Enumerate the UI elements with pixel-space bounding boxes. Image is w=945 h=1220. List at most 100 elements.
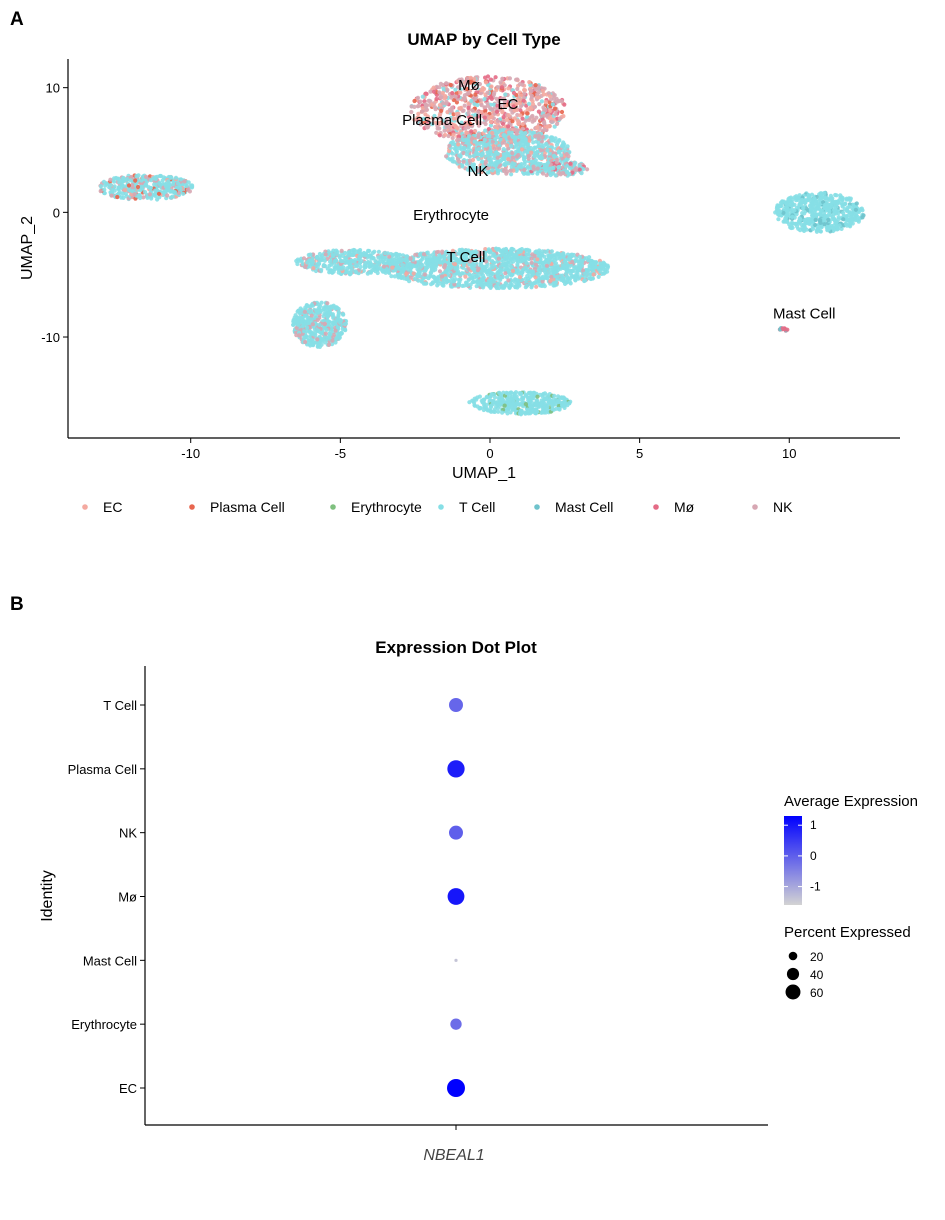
umap-point	[451, 279, 457, 284]
umap-point	[465, 149, 470, 154]
umap-point	[423, 102, 429, 107]
umap-point	[505, 117, 510, 122]
umap-point	[466, 139, 471, 144]
umap-point	[439, 108, 444, 113]
umap-point	[588, 276, 593, 281]
umap-point	[543, 249, 548, 254]
umap-point	[415, 95, 421, 100]
umap-point	[443, 250, 448, 255]
umap-point	[358, 255, 363, 260]
umap-point	[489, 263, 494, 268]
umap-point	[424, 257, 429, 262]
umap-point	[499, 85, 505, 90]
umap-point	[429, 258, 434, 263]
umap-point	[186, 187, 191, 192]
umap-point	[555, 121, 560, 126]
umap-point	[501, 152, 506, 157]
umap-point	[466, 134, 471, 139]
umap-point	[451, 256, 456, 261]
umap-point	[478, 91, 484, 96]
umap-point	[450, 122, 455, 127]
umap-point	[310, 322, 315, 327]
umap-point	[541, 92, 546, 97]
umap-point	[560, 396, 565, 401]
umap-point	[577, 254, 583, 260]
umap-point	[363, 253, 368, 258]
umap-point	[439, 274, 444, 279]
umap-point	[455, 138, 460, 143]
umap-point	[487, 249, 492, 254]
umap-point	[547, 170, 552, 176]
umap-point	[530, 396, 535, 401]
umap-point	[311, 266, 316, 271]
umap-point	[484, 395, 489, 400]
umap-point	[345, 266, 350, 271]
umap-point	[511, 104, 516, 109]
umap-point	[522, 88, 528, 93]
umap-point	[535, 257, 540, 262]
umap-point	[554, 406, 559, 411]
umap-point	[333, 340, 338, 345]
umap-point	[472, 101, 477, 106]
umap-point	[558, 273, 563, 278]
umap-point	[561, 140, 566, 145]
umap-point	[539, 402, 544, 407]
umap-point	[557, 170, 562, 176]
umap-point	[409, 109, 414, 115]
umap-point	[476, 253, 481, 258]
umap-point	[498, 275, 503, 280]
umap-point	[543, 100, 549, 105]
umap-point	[332, 265, 337, 270]
umap-point	[479, 153, 484, 158]
umap-point	[397, 252, 402, 257]
umap-point	[536, 276, 541, 281]
umap-point	[447, 107, 452, 112]
umap-point	[449, 95, 454, 100]
umap-point	[322, 258, 327, 263]
umap-point	[322, 322, 327, 327]
umap-point	[495, 155, 500, 160]
umap-point	[568, 161, 573, 166]
umap-point	[553, 261, 559, 266]
umap-point	[182, 179, 187, 184]
umap-point	[457, 77, 462, 82]
umap-point	[485, 90, 490, 95]
umap-point	[313, 312, 318, 317]
umap-point	[462, 103, 467, 108]
umap-point	[392, 274, 397, 279]
umap-point	[573, 167, 578, 172]
umap-point	[482, 265, 487, 271]
umap-point	[502, 133, 507, 138]
umap-point	[498, 137, 503, 142]
umap-point	[591, 272, 596, 277]
umap-point	[186, 180, 191, 185]
umap-point	[452, 146, 457, 151]
umap-point	[552, 124, 557, 129]
umap-point	[343, 250, 348, 256]
umap-point	[577, 275, 582, 280]
umap-point	[556, 403, 561, 408]
umap-point	[540, 135, 545, 140]
umap-point	[535, 394, 540, 399]
umap-point	[171, 190, 176, 195]
umap-point	[479, 398, 484, 403]
umap-point	[504, 261, 510, 266]
umap-point	[436, 121, 441, 126]
umap-point	[506, 269, 511, 274]
umap-point	[548, 108, 553, 113]
umap-point	[577, 167, 582, 172]
umap-point	[559, 403, 565, 408]
umap-point	[441, 283, 446, 288]
umap-point	[545, 275, 550, 280]
umap-point	[331, 248, 336, 253]
umap-point	[340, 326, 345, 332]
umap-point	[514, 102, 519, 107]
umap-point	[418, 99, 423, 104]
umap-point	[521, 98, 526, 103]
umap-point	[569, 269, 574, 274]
umap-point	[308, 252, 313, 257]
umap-point	[567, 166, 573, 171]
umap-point	[444, 99, 449, 104]
umap-point	[494, 109, 500, 114]
umap-point	[530, 252, 535, 257]
